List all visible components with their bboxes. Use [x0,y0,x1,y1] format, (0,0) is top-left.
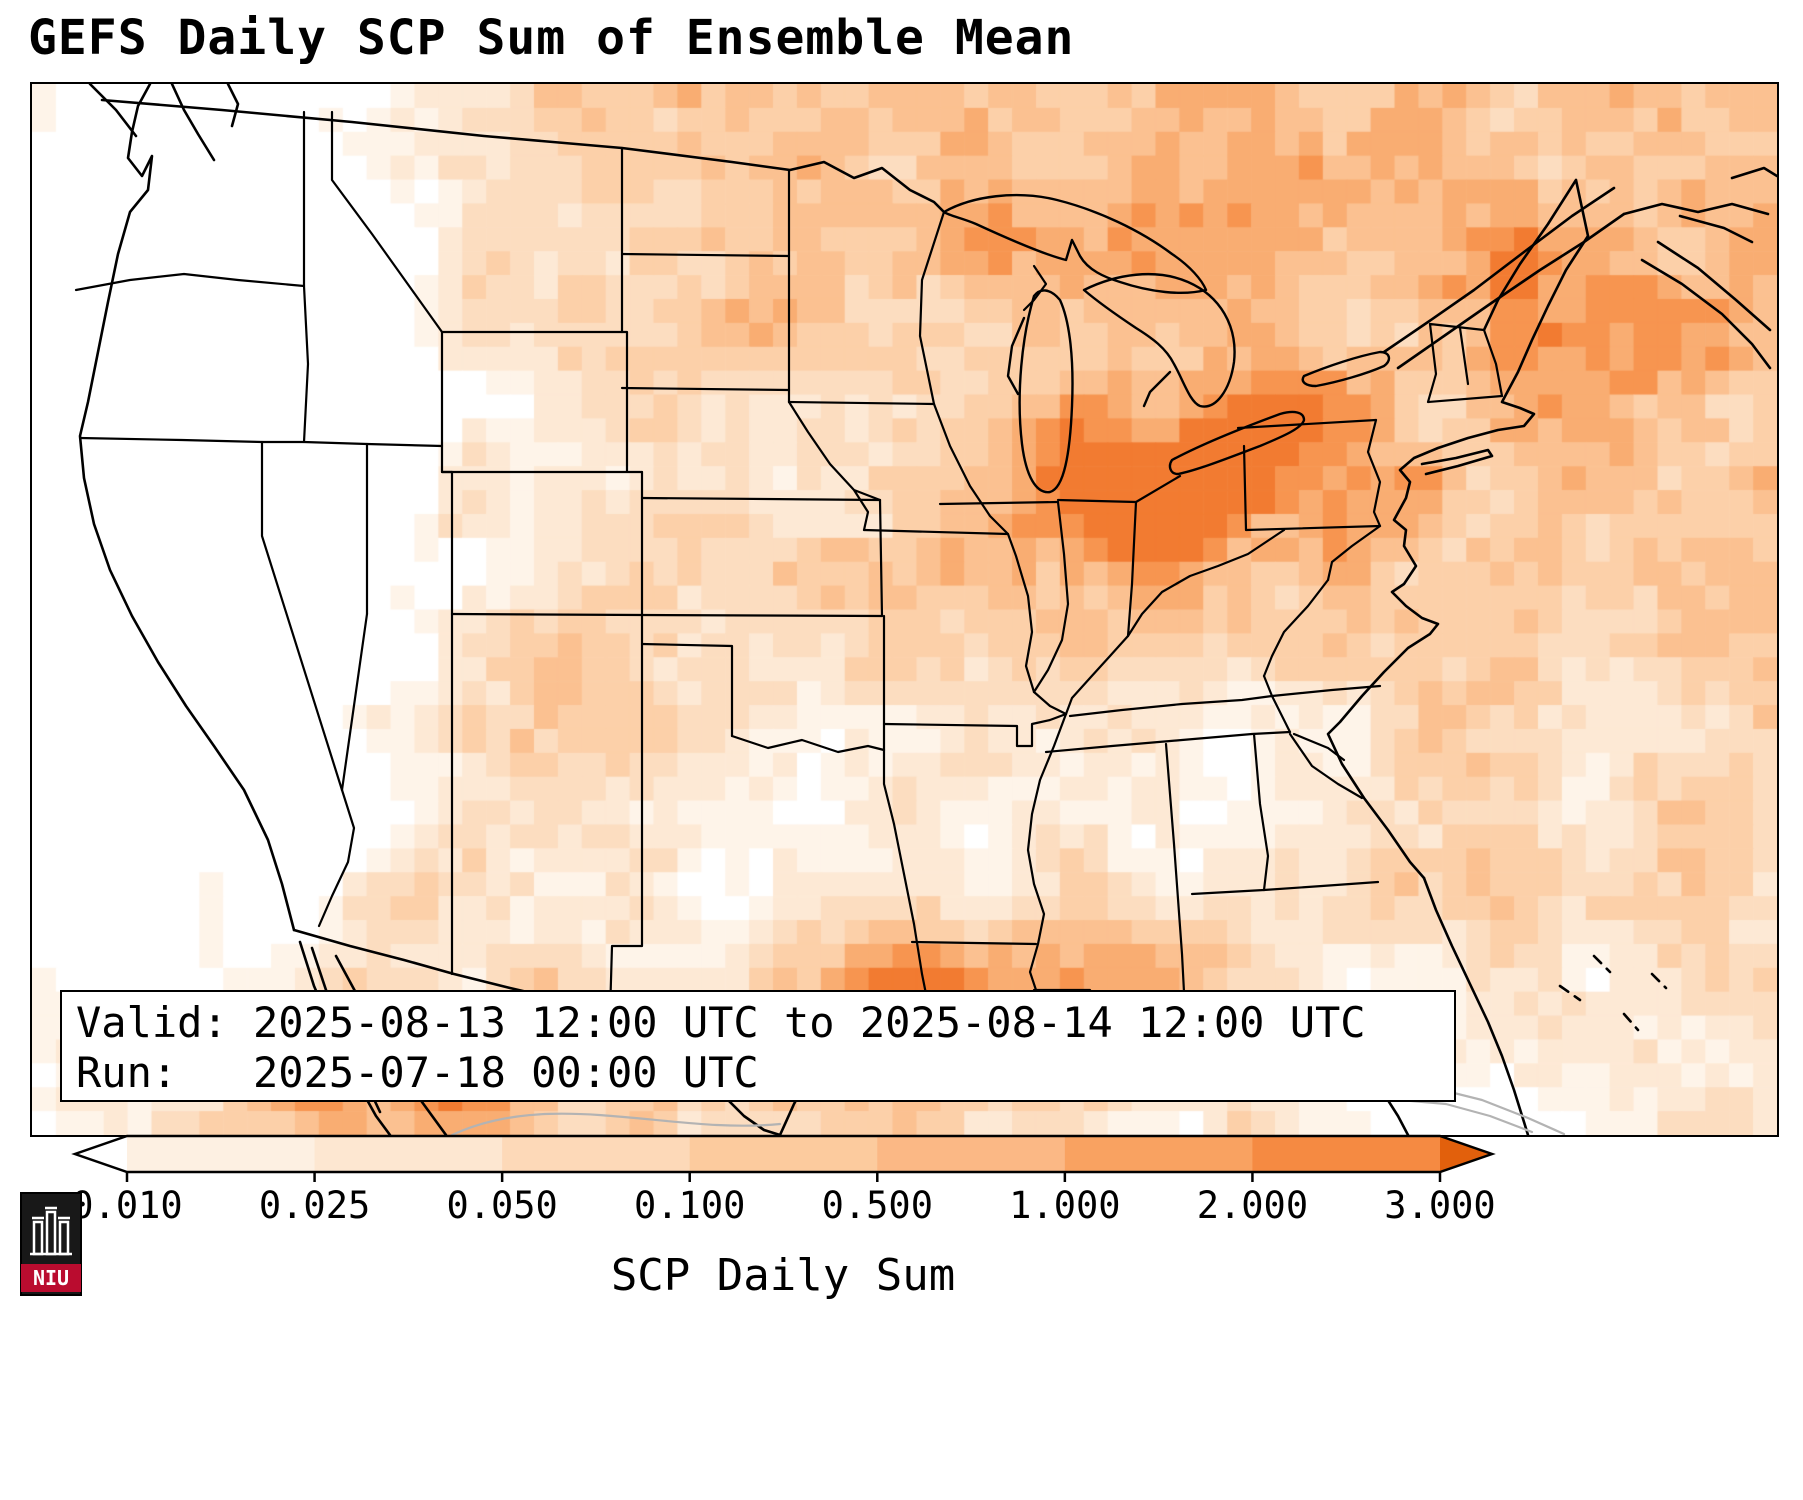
colorbar-segment [1064,1136,1253,1172]
valid-value: 2025-08-13 12:00 UTC to 2025-08-14 12:00… [253,998,1366,1047]
colorbar-tick-label: 0.500 [821,1184,933,1227]
colorbar-tick-label: 1.000 [1009,1184,1121,1227]
valid-label: Valid: [76,998,228,1047]
colorbar-ticks [125,1172,1442,1182]
niu-logo: NIU [20,1192,82,1296]
plot-title: GEFS Daily SCP Sum of Ensemble Mean [28,10,1075,66]
colorbar-over-arrow [1440,1136,1492,1172]
valid-row: Valid: 2025-08-13 12:00 UTC to 2025-08-14… [76,998,1454,1048]
map-frame: Valid: 2025-08-13 12:00 UTC to 2025-08-14… [30,82,1779,1137]
colorbar-segment [877,1136,1066,1172]
colorbar-tick-labels: 0.010 0.025 0.050 0.100 0.500 1.000 2.000 3.000 [0,1184,1803,1234]
heatmap-canvas [32,84,1777,1135]
run-row: Run: 2025-07-18 00:00 UTC [76,1048,1454,1098]
colorbar-under-arrow [75,1136,127,1172]
colorbar-axis-label: SCP Daily Sum [610,1250,956,1301]
run-label: Run: [76,1048,178,1097]
colorbar [71,1134,1496,1182]
colorbar-segment [1252,1136,1441,1172]
colorbar-segment [314,1136,503,1172]
colorbar-segment [502,1136,691,1172]
colorbar-tick-label: 0.025 [258,1184,371,1227]
castle-icon [30,1206,72,1256]
run-value: 2025-07-18 00:00 UTC [253,1048,759,1097]
colorbar-segment [127,1136,316,1172]
logo-band [21,1264,81,1292]
logo-text: NIU [33,1266,69,1290]
colorbar-segment [689,1136,878,1172]
colorbar-outline [71,1134,1496,1174]
colorbar-tick-label: 0.010 [71,1184,183,1227]
colorbar-segments [75,1136,1492,1172]
colorbar-tick-label: 2.000 [1196,1184,1309,1227]
info-box: Valid: 2025-08-13 12:00 UTC to 2025-08-14… [60,990,1456,1102]
colorbar-tick-label: 3.000 [1384,1184,1496,1227]
colorbar-tick-label: 0.050 [446,1184,558,1227]
colorbar-tick-label: 0.100 [634,1184,746,1227]
